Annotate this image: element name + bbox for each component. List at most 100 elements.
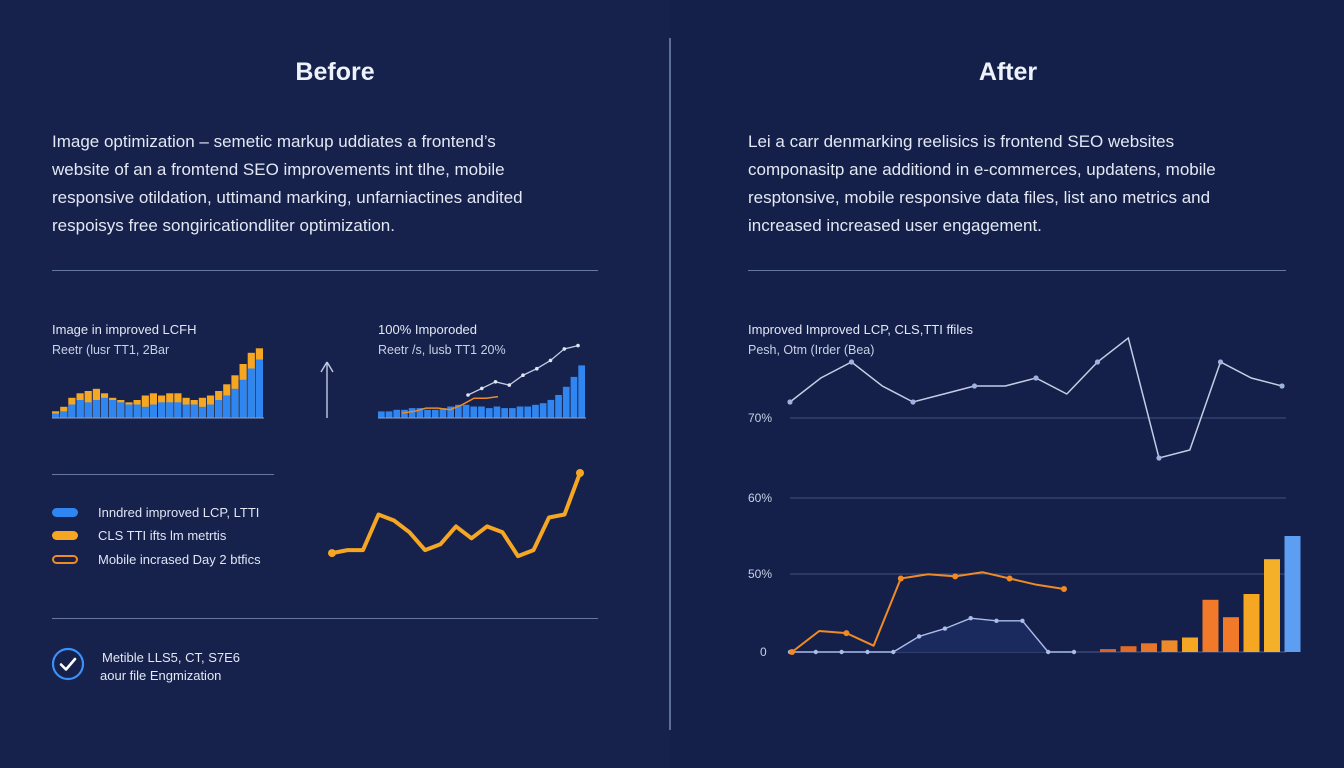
chart1-blue-bar: [182, 404, 190, 418]
chart2-bar: [447, 406, 454, 418]
antenna-icon: [320, 361, 334, 418]
chart2-bar: [431, 409, 439, 418]
chart1-title: Image in improved LCFH: [52, 322, 197, 337]
chart1-blue-bar: [198, 406, 206, 419]
gold-trend-start-point: [328, 549, 336, 558]
after-bar: [1182, 637, 1198, 652]
after-bar: [1223, 617, 1239, 652]
y-tick-50: 50%: [748, 567, 773, 581]
chart1-gold-bar: [141, 395, 149, 418]
after-white-point: [1033, 375, 1039, 381]
chart1-blue-bar: [239, 379, 247, 419]
gold-trend-line: [330, 471, 582, 559]
after-line-3: resptonsive, mobile responsive data file…: [748, 188, 1211, 207]
legend-label-orange: Mobile incrased Day 2 btfics: [98, 551, 261, 567]
legend-swatch-orange: [52, 554, 78, 564]
after-line-1: Lei a carr denmarking reelisics is front…: [748, 132, 1175, 151]
after-bar: [1100, 649, 1116, 652]
chart2-white-point: [507, 383, 512, 387]
chart1-blue-bar: [60, 411, 68, 419]
after-light-area: [790, 618, 1074, 652]
after-bar: [1120, 646, 1137, 652]
before-line-2: website of an a fromtend SEO improvement…: [52, 160, 505, 179]
chart2-bar: [524, 406, 532, 418]
gold-trend-end-point: [576, 469, 584, 477]
chart1-blue-bar: [141, 406, 149, 419]
chart2-subtitle: Reetr /s, lusb TT1 20%: [378, 343, 506, 357]
chart2-bar: [578, 365, 585, 418]
after-light-point: [839, 649, 844, 655]
chart2-white-point: [466, 393, 470, 397]
after-orange-line: [791, 571, 1065, 653]
after-chart-title: Improved Improved LCP, CLS,TTI ffiles: [748, 322, 973, 337]
before-line-4: respoisys free songiricationdliter optim…: [52, 216, 395, 235]
chart2-bar: [555, 395, 562, 418]
chart1-blue-bar: [255, 359, 263, 418]
chart2-title: 100% Imporoded: [378, 322, 478, 337]
chart1-blue-bar: [109, 400, 117, 418]
after-white-line: [789, 336, 1283, 459]
after-line-4: increased increased user engagement.: [748, 216, 1042, 235]
chart2-bar: [385, 411, 393, 418]
chart2-white-point: [548, 358, 553, 363]
after-bar: [1161, 640, 1178, 652]
after-light-point: [994, 618, 999, 623]
after-bar: [1141, 643, 1157, 652]
chart2-bar: [424, 409, 431, 418]
y-tick-60: 60%: [748, 491, 773, 505]
legend-item-gold: CLS TTI ifts lm metrtis: [52, 526, 226, 544]
after-bar: [1284, 536, 1301, 652]
after-combo-chart: [787, 336, 1301, 655]
chart1-blue-bar: [231, 388, 239, 419]
chart2-bar: [462, 404, 470, 418]
before-title: Before: [295, 58, 375, 86]
chart2-bar: [416, 408, 424, 418]
chart1-blue-bar: [133, 404, 141, 418]
chart2-bar: [408, 408, 416, 418]
chart1-bar-chart: [52, 348, 264, 419]
chart2-bar: [439, 408, 447, 418]
chart2-white-point: [521, 373, 525, 377]
before-divider-top: [52, 270, 598, 271]
chart1-blue-bar: [174, 402, 182, 419]
before-panel: Before Image optimization – semetic mark…: [0, 0, 670, 768]
after-bar: [1264, 559, 1280, 652]
after-light-point: [1046, 649, 1051, 655]
chart2-bar-line-chart: [378, 343, 586, 419]
chart1-blue-bar: [92, 400, 100, 418]
before-line-3: responsive otildation, uttimand marking,…: [52, 188, 523, 207]
after-description: Lei a carr denmarking reelisics is front…: [748, 128, 1308, 240]
after-orange-point: [1006, 575, 1013, 582]
chart2-bar: [547, 399, 555, 418]
gold-trend-line-chart: [328, 469, 584, 559]
chart2-bar: [562, 386, 570, 418]
chart1-blue-bar: [149, 404, 157, 418]
chart1-blue-bar: [247, 368, 255, 418]
chart2-bar: [455, 404, 462, 418]
chart2-bar: [539, 403, 547, 418]
after-white-point: [1279, 383, 1285, 389]
chart1-blue-bar: [223, 395, 231, 418]
chart1-blue-bar: [125, 404, 133, 418]
chart1-blue-bar: [206, 404, 215, 418]
check-circle-icon: [51, 647, 85, 681]
chart1-blue-bar: [100, 397, 109, 419]
chart1-blue-bar: [84, 402, 92, 419]
after-white-point: [1217, 359, 1224, 365]
after-divider-top: [748, 270, 1286, 271]
after-light-point: [942, 626, 948, 631]
chart1-subtitle: Reetr (lusr TT1, 2Bar: [52, 343, 170, 357]
before-divider-bottom: [52, 618, 598, 619]
chart2-bar: [532, 404, 539, 418]
chart2-white-point: [576, 343, 580, 348]
after-white-point: [971, 383, 978, 389]
legend-swatch-blue: [52, 507, 78, 517]
after-light-point: [891, 649, 896, 655]
chart1-blue-bar: [158, 402, 166, 419]
after-light-point: [916, 634, 922, 639]
after-bar: [1243, 594, 1260, 652]
legend-item-orange: Mobile incrased Day 2 btfics: [52, 550, 261, 568]
after-light-point: [1071, 649, 1077, 655]
chart1-blue-bar: [215, 400, 223, 418]
chart1-blue-bar: [68, 404, 76, 418]
